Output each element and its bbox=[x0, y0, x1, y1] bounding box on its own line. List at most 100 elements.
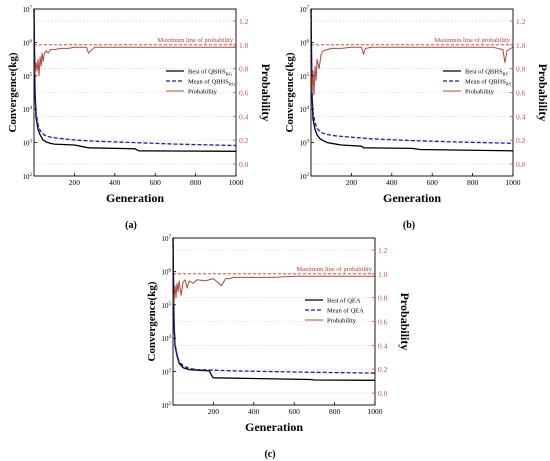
y-tick-label-right: 0.4 bbox=[516, 112, 526, 121]
probability-series-line bbox=[310, 46, 514, 96]
y-axis-title-left: Convergence(kg) bbox=[284, 52, 296, 132]
tick-base: 10 bbox=[23, 173, 31, 181]
y-tick-label-right: 0.0 bbox=[239, 160, 249, 169]
y-tick-label: 104 bbox=[162, 335, 172, 343]
legend-text: Best of QEA bbox=[327, 298, 361, 305]
best-series-line bbox=[33, 8, 237, 152]
y-tick-label-right: 1.0 bbox=[516, 41, 526, 50]
legend-text: Best of QBHS bbox=[465, 69, 503, 76]
tick-base: 10 bbox=[23, 6, 31, 14]
y-tick-label-right: 0.6 bbox=[378, 318, 388, 327]
y-tick-label: 106 bbox=[162, 268, 172, 276]
tick-exponent: 3 bbox=[30, 140, 33, 145]
tick-base: 10 bbox=[162, 302, 170, 310]
x-tick-label: 1000 bbox=[368, 407, 383, 416]
tick-exponent: 7 bbox=[307, 6, 310, 11]
tick-exponent: 5 bbox=[30, 73, 33, 78]
y-tick-label: 104 bbox=[23, 106, 33, 114]
tick-base: 10 bbox=[300, 73, 308, 81]
chart-panel-1: Maximum line of probability 200 400 600 800 1… bbox=[7, 6, 273, 231]
y-tick-label: 102 bbox=[23, 173, 33, 181]
legend-mean-label: Mean of QEA bbox=[327, 308, 364, 315]
x-axis-title: Generation bbox=[245, 420, 303, 434]
y-tick-label-right: 1.2 bbox=[378, 246, 388, 255]
legend-text: Mean of QEA bbox=[327, 308, 364, 315]
mean-series-line bbox=[310, 8, 514, 144]
legend-text: Probability bbox=[188, 89, 218, 96]
legend-subscript: RG bbox=[229, 81, 236, 86]
y-tick-label: 103 bbox=[23, 140, 33, 148]
tick-exponent: 5 bbox=[169, 302, 172, 307]
y-tick-label-right: 1.2 bbox=[516, 17, 526, 26]
y-tick-label-right: 0.4 bbox=[378, 341, 388, 350]
x-tick-label: 1000 bbox=[506, 178, 521, 187]
y-tick-label: 103 bbox=[300, 140, 310, 148]
y-tick-label-right: 0.6 bbox=[239, 89, 249, 98]
legend-text: Mean of QBHS bbox=[465, 79, 506, 86]
tick-exponent: 4 bbox=[169, 335, 172, 340]
tick-exponent: 7 bbox=[169, 235, 172, 240]
y-axis-title-left: Convergence(kg) bbox=[146, 281, 158, 361]
x-tick-label: 200 bbox=[208, 407, 220, 416]
legend-probability-label: Probability bbox=[188, 89, 218, 96]
panel-caption: (b) bbox=[403, 220, 415, 231]
tick-exponent: 2 bbox=[30, 173, 33, 178]
y-tick-label: 107 bbox=[23, 6, 33, 14]
legend-best-label: Best of QBHSRY bbox=[465, 69, 509, 77]
tick-base: 10 bbox=[300, 39, 308, 47]
legend: Best of QEA Mean of QEA Probability bbox=[305, 298, 364, 325]
y-axis-title-right: Probability bbox=[259, 64, 273, 122]
y-tick-label-right: 1.0 bbox=[239, 41, 249, 50]
y-tick-label-right: 0.0 bbox=[516, 160, 526, 169]
tick-exponent: 4 bbox=[30, 106, 33, 111]
tick-exponent: 6 bbox=[307, 39, 310, 44]
tick-base: 10 bbox=[162, 369, 170, 377]
legend-probability-label: Probability bbox=[327, 318, 357, 325]
tick-base: 10 bbox=[23, 73, 31, 81]
x-tick-label: 600 bbox=[427, 178, 439, 187]
y-tick-label: 106 bbox=[23, 39, 33, 47]
x-axis-title: Generation bbox=[383, 191, 441, 205]
legend-mean-label: Mean of QBHSRG bbox=[188, 79, 236, 87]
tick-base: 10 bbox=[23, 140, 31, 148]
y-tick-label: 105 bbox=[162, 302, 172, 310]
legend-text: Probability bbox=[327, 318, 357, 325]
tick-base: 10 bbox=[162, 235, 170, 243]
legend-text: Mean of QBHS bbox=[188, 79, 229, 86]
x-tick-label: 400 bbox=[386, 178, 398, 187]
y-tick-label: 106 bbox=[300, 39, 310, 47]
legend-subscript: RG bbox=[226, 71, 233, 76]
tick-base: 10 bbox=[23, 106, 31, 114]
legend-subscript: RY bbox=[503, 71, 510, 76]
legend-probability-label: Probability bbox=[465, 89, 495, 96]
max-probability-annotation: Maximum line of probability bbox=[157, 37, 233, 44]
y-tick-label-right: 1.0 bbox=[378, 270, 388, 279]
legend-mean-label: Mean of QBHSRY bbox=[465, 79, 513, 87]
tick-exponent: 6 bbox=[169, 268, 172, 273]
y-tick-label-right: 0.6 bbox=[516, 89, 526, 98]
tick-base: 10 bbox=[23, 39, 31, 47]
tick-exponent: 3 bbox=[307, 140, 310, 145]
y-tick-label-right: 0.2 bbox=[378, 365, 388, 374]
x-tick-label: 200 bbox=[69, 178, 81, 187]
y-axis-title-right: Probability bbox=[398, 293, 412, 351]
y-axis-title-left: Convergence(kg) bbox=[7, 52, 19, 132]
y-tick-label: 107 bbox=[300, 6, 310, 14]
y-tick-label-right: 0.0 bbox=[378, 389, 388, 398]
tick-exponent: 6 bbox=[30, 39, 33, 44]
tick-exponent: 4 bbox=[307, 106, 310, 111]
y-tick-label: 102 bbox=[162, 402, 172, 410]
legend-best-label: Best of QBHSRG bbox=[188, 69, 233, 77]
tick-base: 10 bbox=[300, 106, 308, 114]
tick-base: 10 bbox=[162, 268, 170, 276]
max-probability-annotation: Maximum line of probability bbox=[296, 266, 372, 273]
y-tick-label: 103 bbox=[162, 369, 172, 377]
legend-subscript: RY bbox=[506, 81, 513, 86]
chart-panel-3: Maximum line of probability 200 400 600 800 1… bbox=[146, 235, 412, 460]
panel-caption: (a) bbox=[125, 220, 137, 231]
y-tick-label: 105 bbox=[23, 73, 33, 81]
tick-base: 10 bbox=[300, 173, 308, 181]
